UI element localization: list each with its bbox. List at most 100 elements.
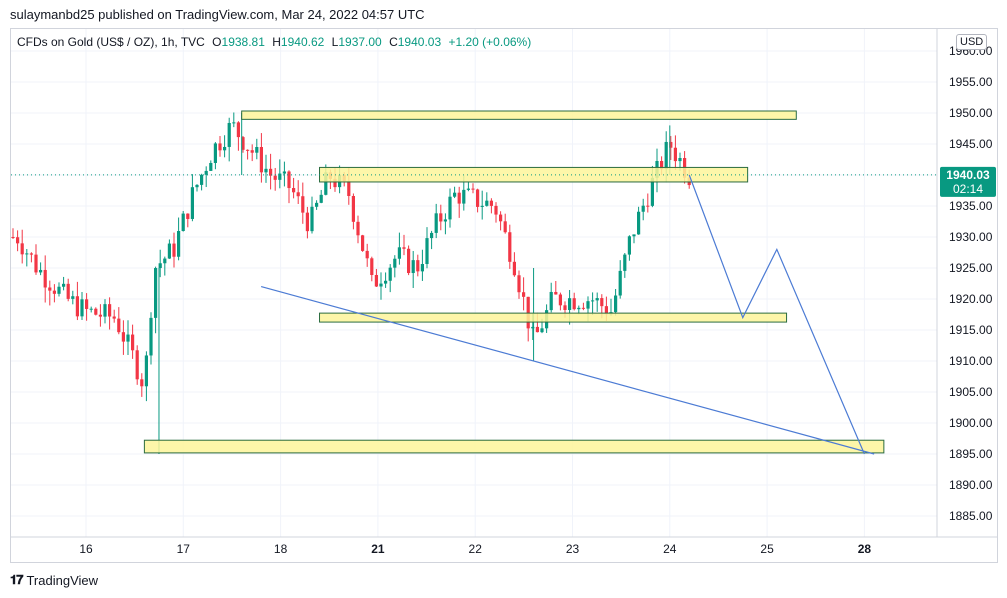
- candle-body: [388, 267, 392, 281]
- price-tick-label: 1910.00: [949, 354, 993, 368]
- candle-body: [195, 184, 199, 188]
- candle-body: [43, 269, 47, 288]
- price-tag-countdown: 02:14: [953, 182, 983, 196]
- candle-body: [416, 260, 420, 272]
- footer-branding: 𝟏𝟕 TradingView: [10, 572, 98, 588]
- candle-body: [273, 175, 277, 180]
- candle-body: [287, 171, 291, 189]
- candle-body: [241, 137, 245, 150]
- candle-body: [204, 170, 208, 175]
- candle-body: [131, 334, 135, 351]
- candle-body: [71, 296, 75, 299]
- candle-body: [223, 146, 227, 151]
- candle-body: [632, 234, 636, 237]
- time-tick-label: 23: [566, 542, 580, 556]
- low-label: L: [331, 35, 339, 49]
- time-tick-label: 28: [858, 542, 872, 556]
- candle-body: [678, 158, 682, 162]
- candle-body: [269, 168, 273, 176]
- candle-body: [563, 305, 567, 310]
- candle-body: [572, 298, 576, 310]
- candle-body: [503, 221, 507, 233]
- candle-body: [305, 212, 309, 232]
- candle-body: [434, 213, 438, 233]
- candles: [11, 112, 691, 454]
- candle-body: [407, 248, 411, 274]
- high-value: 1940.62: [280, 35, 325, 49]
- open-label: O: [212, 35, 222, 49]
- support-resistance-zones: [143, 110, 885, 454]
- candle-body: [255, 146, 259, 153]
- candle-body: [190, 187, 194, 219]
- candle-body: [177, 231, 181, 257]
- candle-body: [98, 314, 102, 317]
- candle-body: [618, 270, 622, 296]
- candle-body: [121, 332, 125, 342]
- candle-body: [641, 205, 645, 212]
- candle-body: [646, 205, 650, 207]
- candle-body: [397, 247, 401, 259]
- candle-body: [319, 194, 323, 203]
- candle-body: [393, 258, 397, 268]
- candle-body: [425, 238, 429, 265]
- candle-body: [673, 147, 677, 162]
- price-tick-label: 1905.00: [949, 385, 993, 399]
- symbol-name: CFDs on Gold (US$ / OZ), 1h, TVC: [17, 35, 205, 49]
- candle-body: [259, 146, 263, 173]
- currency-button[interactable]: USD: [956, 34, 988, 50]
- candle-body: [227, 122, 231, 147]
- candle-body: [57, 286, 61, 294]
- candle-body: [66, 283, 70, 299]
- candle-body: [591, 300, 595, 302]
- price-tick-label: 1915.00: [949, 323, 993, 337]
- close-label: C: [389, 35, 398, 49]
- candle-body: [430, 232, 434, 239]
- price-zone: [241, 110, 797, 120]
- candle-body: [586, 301, 590, 309]
- candle-body: [20, 243, 24, 255]
- price-tick-label: 1900.00: [949, 416, 993, 430]
- time-tick-label: 17: [177, 542, 191, 556]
- price-tick-label: 1930.00: [949, 230, 993, 244]
- candle-body: [89, 308, 93, 310]
- candle-body: [39, 269, 43, 273]
- candle-body: [480, 205, 484, 207]
- candle-body: [292, 188, 296, 193]
- candle-body: [476, 189, 480, 207]
- trend-lines: [11, 174, 937, 455]
- candle-body: [232, 122, 236, 124]
- candle-body: [457, 192, 461, 204]
- candle-body: [167, 243, 171, 259]
- candle-body: [16, 237, 20, 244]
- candle-body: [384, 280, 388, 284]
- candle-body: [540, 328, 544, 333]
- candle-body: [365, 250, 369, 259]
- open-value: 1938.81: [221, 35, 265, 49]
- candle-body: [660, 160, 664, 170]
- publisher-line: sulaymanbd25 published on TradingView.co…: [10, 7, 425, 22]
- candle-body: [549, 291, 553, 311]
- chart-frame[interactable]: [10, 28, 998, 563]
- candle-body: [48, 287, 52, 291]
- time-tick-label: 25: [760, 542, 774, 556]
- candle-body: [85, 299, 89, 309]
- price-tick-label: 1945.00: [949, 137, 993, 151]
- candle-body: [577, 307, 581, 310]
- candle-body: [420, 264, 424, 272]
- candle-body: [236, 122, 240, 138]
- candle-body: [361, 235, 365, 251]
- candle-body: [246, 149, 250, 151]
- candle-body: [508, 232, 512, 262]
- candle-body: [453, 192, 457, 197]
- price-tick-label: 1925.00: [949, 261, 993, 275]
- price-axis: 1885.00 1890.00 1895.00 1900.00 1905.00 1910.…: [11, 29, 997, 538]
- price-tag-value: 1940.03: [946, 168, 990, 182]
- candle-body: [140, 379, 144, 387]
- candle-body: [379, 283, 383, 287]
- candle-body: [264, 168, 268, 173]
- symbol-legend: CFDs on Gold (US$ / OZ), 1h, TVC O1938.8…: [17, 35, 531, 49]
- candle-body: [117, 318, 121, 333]
- candle-body: [517, 275, 521, 293]
- price-tick-label: 1920.00: [949, 292, 993, 306]
